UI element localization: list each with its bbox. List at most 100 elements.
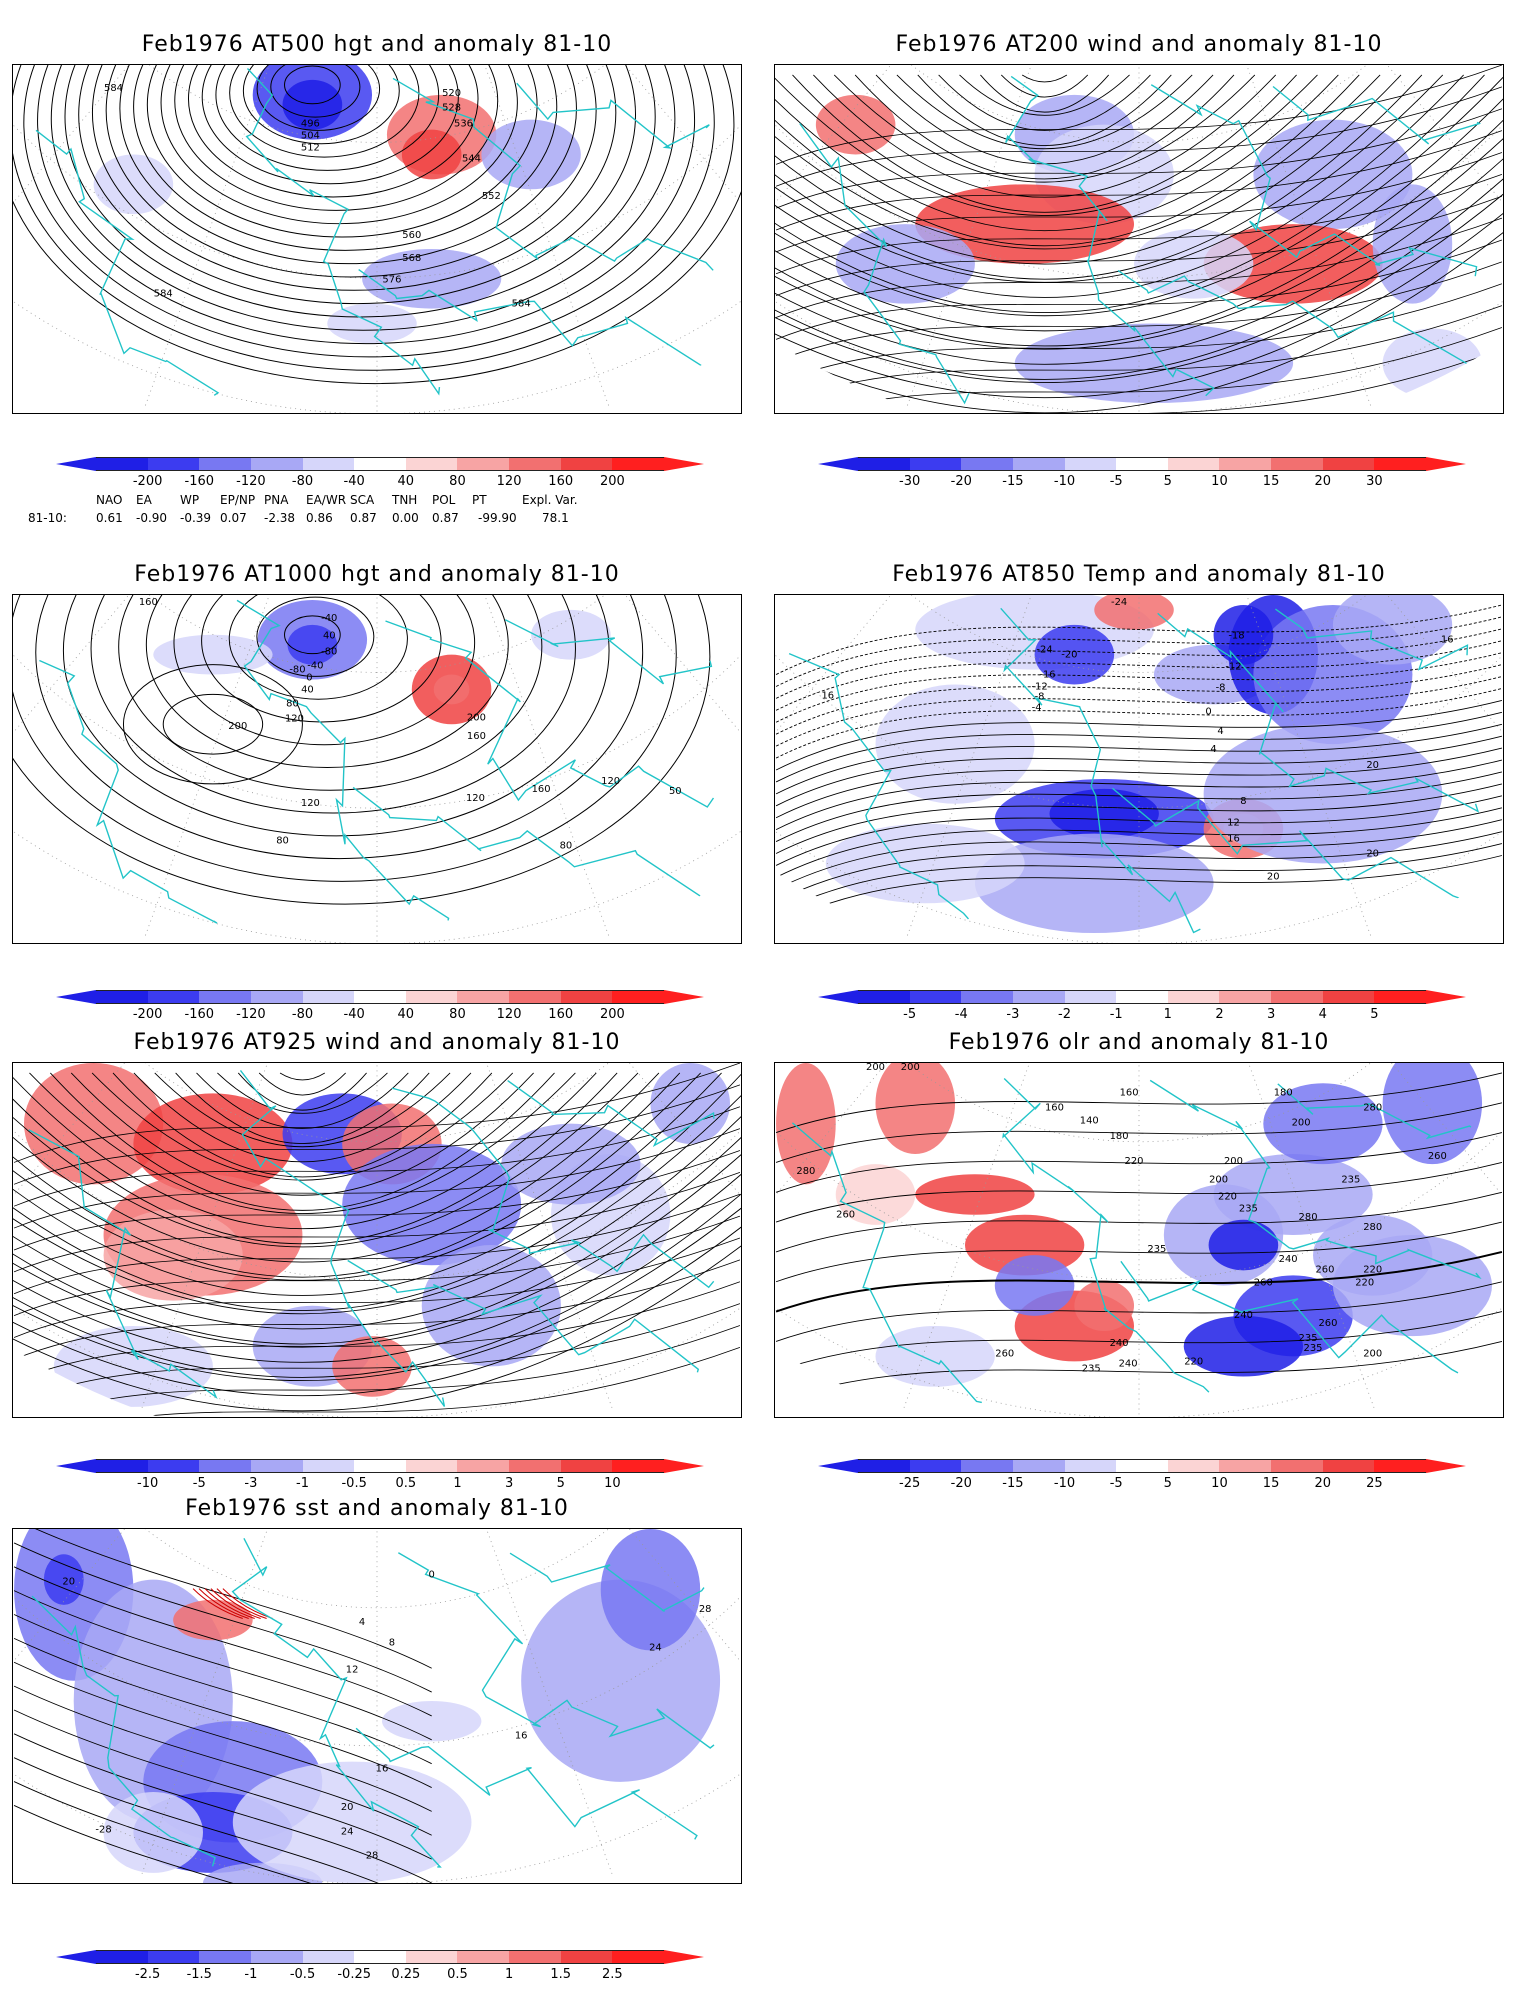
contour-label: 4 [1210, 744, 1216, 755]
colorbar [818, 990, 1466, 1006]
colorbar-tick-label: -25 [899, 1476, 921, 1491]
colorbar-segment [147, 1459, 200, 1473]
contour-label: 520 [442, 88, 461, 99]
contour-label: 584 [154, 289, 173, 300]
colorbar-segment [1116, 457, 1169, 471]
colorbar-segment [560, 457, 613, 471]
colorbar-arrow-left [56, 1459, 96, 1473]
index-value: 0.87 [432, 511, 459, 525]
colorbar-segment [354, 1459, 407, 1473]
contour-label: 0 [1205, 706, 1211, 717]
colorbar-tick-label: -120 [236, 474, 266, 489]
colorbar-segment [961, 457, 1014, 471]
contour-label: 576 [382, 275, 401, 286]
colorbar-tick-label: -3 [244, 1476, 258, 1491]
colorbar-arrow-right [664, 1950, 704, 1964]
colorbar-segment [250, 990, 304, 1004]
contour-label: 28 [699, 1604, 712, 1615]
contour-label: 40 [323, 631, 336, 642]
contour-label: 120 [601, 776, 620, 787]
anomaly-shade [915, 1174, 1035, 1215]
colorbar-segment [250, 457, 304, 471]
contour-label: 220 [1355, 1278, 1374, 1289]
contour-label: 12 [346, 1665, 359, 1676]
anomaly-shade [232, 1761, 472, 1883]
map-disc [13, 595, 741, 943]
colorbar-segment [1374, 457, 1427, 471]
contour-label: -80 [321, 647, 337, 658]
colorbar-tick-label: -5 [192, 1476, 206, 1491]
anomaly-shade [501, 1123, 641, 1205]
anomaly-shade [23, 1063, 164, 1185]
map-canvas [13, 1063, 741, 1417]
contour-label: 536 [454, 119, 473, 130]
colorbar-segment [961, 1459, 1014, 1473]
index-value: 0.87 [350, 511, 377, 525]
contour-label: 504 [301, 131, 320, 142]
colorbar-segment [509, 1950, 562, 1964]
anomaly-shade [1183, 1315, 1304, 1377]
colorbar-tick-label: -3 [1006, 1007, 1020, 1022]
contour-label: 50 [669, 786, 682, 797]
contour-label: -40 [321, 613, 337, 624]
contour-label: 584 [512, 299, 531, 310]
panel-title: Feb1976 AT850 Temp and anomaly 81-10 [892, 562, 1386, 587]
contour-lines [13, 1063, 741, 1417]
colorbar-arrow-left [818, 457, 858, 471]
colorbar-segment [858, 990, 911, 1004]
index-header: PNA [264, 493, 289, 507]
map-canvas: 160-4040-80-4004080120200200160120120801… [13, 595, 741, 943]
colorbar-segment [1167, 1459, 1220, 1473]
contour-label: 584 [104, 83, 123, 94]
contour-label: -20 [1061, 650, 1077, 661]
colorbar-segment [147, 1950, 200, 1964]
map-canvas: 200 200 160 140 180 160 180 200 280 260 200 220 200 2… [775, 1063, 1503, 1417]
index-value: 0.86 [306, 511, 333, 525]
anomaly-shade [362, 248, 502, 309]
anomaly-shade [401, 129, 462, 180]
colorbar-segment [199, 1459, 252, 1473]
colorbar-segment [1012, 457, 1066, 471]
contour-label: 16 [1441, 635, 1454, 646]
colorbar-tick-label: 2.5 [602, 1967, 623, 1982]
contour-label: 235 [1341, 1174, 1360, 1185]
colorbar-tick-label: 25 [1366, 1476, 1383, 1491]
anomaly-shade [481, 119, 581, 190]
colorbar-segment [909, 1459, 962, 1473]
colorbar-segment [560, 990, 613, 1004]
index-value: -99.90 [478, 511, 517, 525]
colorbar-tick-label: 200 [599, 1007, 625, 1022]
colorbar-tick-label: -1 [296, 1476, 310, 1491]
panel-title: Feb1976 AT200 wind and anomaly 81-10 [895, 32, 1383, 57]
colorbar-ticks: -2.5 -1.5 -1 -0.5 -0.25 0.25 0.5 1 1.5 2.5 [56, 1967, 704, 1983]
colorbar-segment [250, 1950, 304, 1964]
contour-label: -24 [1111, 597, 1127, 608]
colorbar-tick-label: 1 [1163, 1007, 1172, 1022]
colorbar [818, 457, 1466, 473]
colorbar-tick-label: -4 [954, 1007, 968, 1022]
colorbar-segment [147, 457, 200, 471]
colorbar-tick-label: 5 [556, 1476, 565, 1491]
colorbar-tick-label: -20 [950, 1476, 972, 1491]
contour-label: 4 [1217, 726, 1223, 737]
contour-lines [775, 604, 1503, 926]
colorbar-tick-label: -5 [1109, 1476, 1123, 1491]
colorbar-segment [858, 457, 911, 471]
map-frame [774, 64, 1504, 414]
contour-label: 120 [466, 793, 485, 804]
anomaly-shade [282, 79, 343, 130]
colorbar-ticks: -10 -5 -3 -1 -0.5 0.5 1 3 5 10 [56, 1476, 704, 1492]
colorbar-segment [1219, 1459, 1272, 1473]
colorbar-tick-label: 3 [1266, 1007, 1276, 1022]
anomaly-shade [287, 624, 338, 665]
anomaly-shade [1208, 1219, 1279, 1271]
colorbar-segment [457, 990, 510, 1004]
contour-label: 280 [1363, 1103, 1382, 1114]
colorbar-tick-label: -40 [343, 1007, 365, 1022]
colorbar-segment [560, 1459, 613, 1473]
colorbar-segment [1322, 1459, 1375, 1473]
colorbar-tick-label: -80 [291, 1007, 314, 1022]
index-row-label: 81-10: [28, 511, 67, 525]
anomaly-shade [994, 1255, 1075, 1316]
contour-label: 200 [866, 1063, 885, 1073]
